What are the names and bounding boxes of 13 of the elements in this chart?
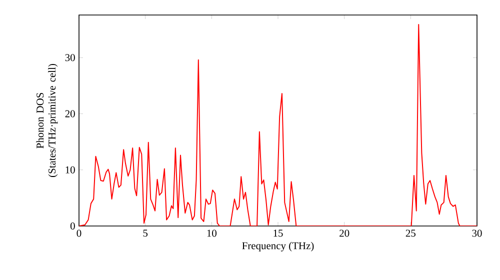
x-tick-label: 5 [143, 230, 148, 237]
x-tick-label: 15 [274, 230, 283, 237]
x-tick-label: 20 [340, 230, 350, 237]
y-tick-label: 30 [65, 54, 75, 62]
x-tick-label: 25 [406, 230, 416, 237]
y-tick-label: 20 [65, 110, 75, 118]
x-axis-title: Frequency (THz) [242, 242, 314, 252]
x-tick-label: 10 [207, 230, 216, 237]
x-tick-label: 0 [76, 230, 82, 237]
y-tick-label: 0 [70, 222, 75, 230]
y-axis-title: Phonon DOS (States/THz·primitive cell) [36, 64, 58, 177]
y-tick-label: 10 [66, 166, 75, 174]
x-tick-label: 30 [472, 230, 482, 237]
